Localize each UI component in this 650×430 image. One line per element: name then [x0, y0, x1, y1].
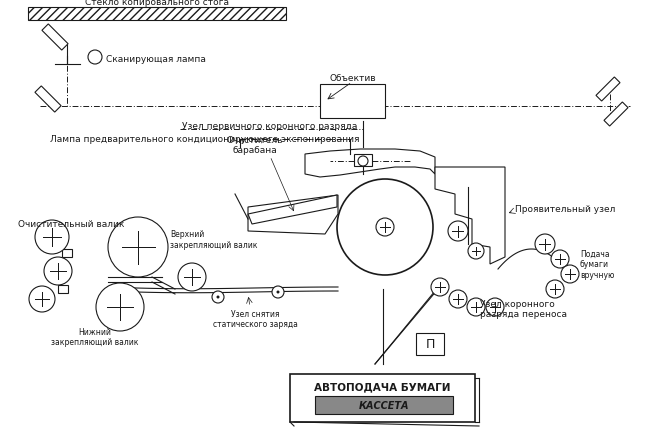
Circle shape — [44, 258, 72, 286]
Text: Подача
бумаги
вручную: Подача бумаги вручную — [580, 249, 614, 279]
Circle shape — [486, 298, 504, 316]
Circle shape — [178, 264, 206, 291]
Circle shape — [272, 286, 284, 298]
Text: П: П — [425, 338, 435, 351]
Text: Узел первичного коронного разряда: Узел первичного коронного разряда — [182, 122, 358, 131]
Circle shape — [561, 265, 579, 283]
Text: Узел коронного
разряда переноса: Узел коронного разряда переноса — [480, 299, 567, 319]
Text: Очиститель
барабана: Очиститель барабана — [227, 135, 283, 155]
Bar — [416, 333, 444, 355]
Polygon shape — [435, 168, 505, 264]
Bar — [62, 249, 72, 258]
Circle shape — [535, 234, 555, 255]
Text: АВТОПОДАЧА БУМАГИ: АВТОПОДАЧА БУМАГИ — [314, 381, 450, 391]
Text: КАССЕТА: КАССЕТА — [359, 400, 410, 410]
Circle shape — [467, 298, 485, 316]
Polygon shape — [604, 103, 628, 127]
Bar — [28, 8, 286, 21]
Polygon shape — [248, 196, 338, 234]
Bar — [58, 286, 68, 293]
Text: Лампа предварительного кондиционирующего экспонирования: Лампа предварительного кондиционирующего… — [50, 135, 359, 144]
Text: Верхний
закрепляющий валик: Верхний закрепляющий валик — [170, 230, 257, 249]
Text: Объектив: Объектив — [329, 74, 376, 83]
Circle shape — [96, 283, 144, 331]
Circle shape — [449, 290, 467, 308]
Polygon shape — [248, 196, 337, 224]
Bar — [354, 155, 372, 166]
Bar — [290, 374, 475, 422]
Polygon shape — [596, 78, 620, 102]
Polygon shape — [305, 150, 435, 178]
Text: Стекло копировального стога: Стекло копировального стога — [85, 0, 229, 7]
Text: Узел снятия
статического заряда: Узел снятия статического заряда — [213, 309, 298, 329]
Polygon shape — [35, 87, 61, 113]
Bar — [315, 396, 453, 414]
Circle shape — [337, 180, 433, 275]
Circle shape — [376, 218, 394, 236]
Text: Нижний
закрепляющий валик: Нижний закрепляющий валик — [51, 327, 138, 347]
Circle shape — [551, 250, 569, 268]
Text: Очистительный валик: Очистительный валик — [18, 220, 124, 229]
Circle shape — [431, 278, 449, 296]
Bar — [320, 85, 385, 119]
Circle shape — [212, 291, 224, 303]
Circle shape — [29, 286, 55, 312]
Circle shape — [35, 221, 69, 255]
Circle shape — [468, 243, 484, 259]
Polygon shape — [42, 25, 68, 51]
Circle shape — [358, 157, 368, 166]
Circle shape — [88, 51, 102, 65]
Circle shape — [448, 221, 468, 241]
Circle shape — [216, 296, 220, 299]
Circle shape — [546, 280, 564, 298]
Text: Проявительный узел: Проявительный узел — [515, 205, 616, 214]
Text: Сканирующая лампа: Сканирующая лампа — [106, 55, 206, 64]
Circle shape — [276, 291, 280, 294]
Circle shape — [108, 218, 168, 277]
